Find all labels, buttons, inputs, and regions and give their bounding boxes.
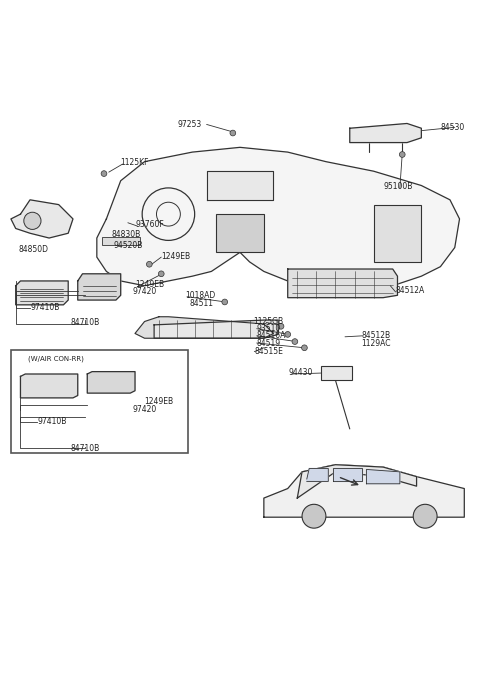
Text: 94430: 94430 xyxy=(288,368,313,377)
Circle shape xyxy=(292,339,298,344)
Text: 1018AD: 1018AD xyxy=(185,291,216,300)
Polygon shape xyxy=(206,172,274,200)
Bar xyxy=(373,204,421,262)
Bar xyxy=(11,350,188,453)
Text: 84710B: 84710B xyxy=(70,445,99,453)
Text: 97410B: 97410B xyxy=(30,303,60,312)
Text: 84512B: 84512B xyxy=(362,331,391,340)
Circle shape xyxy=(230,130,236,136)
Polygon shape xyxy=(333,468,362,482)
Circle shape xyxy=(278,323,284,329)
Text: 84515E: 84515E xyxy=(254,347,283,356)
Text: 95100B: 95100B xyxy=(383,182,412,191)
Text: 93760F: 93760F xyxy=(135,220,164,229)
Text: 1125GB: 1125GB xyxy=(253,316,284,326)
Polygon shape xyxy=(366,469,400,484)
Polygon shape xyxy=(350,123,421,143)
Polygon shape xyxy=(135,317,274,338)
Circle shape xyxy=(101,171,107,176)
Text: 97420: 97420 xyxy=(132,405,157,414)
Bar xyxy=(102,237,140,245)
Circle shape xyxy=(158,271,164,276)
Circle shape xyxy=(302,504,326,528)
Polygon shape xyxy=(288,269,397,298)
Polygon shape xyxy=(264,464,464,517)
Text: 84850D: 84850D xyxy=(18,245,48,254)
Polygon shape xyxy=(21,374,78,398)
Text: 84530: 84530 xyxy=(440,123,464,132)
Circle shape xyxy=(285,331,290,338)
Circle shape xyxy=(413,504,437,528)
Polygon shape xyxy=(154,320,278,338)
Bar xyxy=(321,366,352,380)
Polygon shape xyxy=(297,464,417,498)
Circle shape xyxy=(301,345,307,351)
Text: 97253: 97253 xyxy=(178,120,202,129)
Polygon shape xyxy=(16,281,68,305)
Circle shape xyxy=(222,299,228,305)
Text: 84830B: 84830B xyxy=(111,230,140,239)
Text: 97420: 97420 xyxy=(132,287,157,296)
Text: 1249EB: 1249EB xyxy=(161,252,191,261)
Polygon shape xyxy=(11,200,73,238)
Text: (W/AIR CON-RR): (W/AIR CON-RR) xyxy=(28,355,84,362)
Text: 1129AC: 1129AC xyxy=(362,338,391,348)
Circle shape xyxy=(399,152,405,157)
Text: 84511: 84511 xyxy=(190,299,214,309)
Circle shape xyxy=(146,261,152,267)
Text: 84516A: 84516A xyxy=(257,331,286,340)
Bar xyxy=(216,214,264,252)
Polygon shape xyxy=(97,147,459,290)
Circle shape xyxy=(24,212,41,229)
Text: 84519: 84519 xyxy=(257,338,281,348)
Text: 84512A: 84512A xyxy=(395,286,424,295)
Polygon shape xyxy=(78,274,120,300)
Text: 94520B: 94520B xyxy=(114,241,143,250)
Text: 1125KF: 1125KF xyxy=(120,158,149,167)
Text: 97410B: 97410B xyxy=(37,417,67,426)
Text: 1249EB: 1249EB xyxy=(135,281,164,289)
Polygon shape xyxy=(307,469,328,482)
Polygon shape xyxy=(87,372,135,393)
Text: 1249EB: 1249EB xyxy=(144,397,174,405)
Text: 93510: 93510 xyxy=(257,324,281,333)
Text: 84710B: 84710B xyxy=(70,318,99,327)
